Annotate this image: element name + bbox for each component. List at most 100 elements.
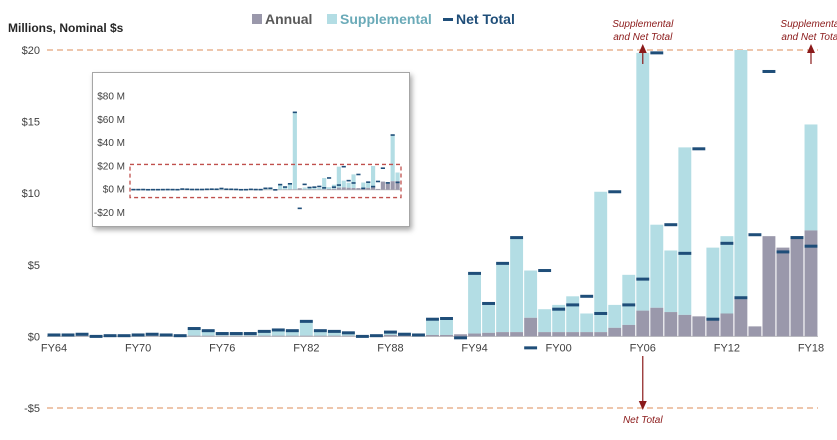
inset-bar-supplemental <box>341 180 346 188</box>
net-total-marker <box>538 269 552 273</box>
bar-annual <box>327 335 341 337</box>
inset-y-tick-label: $80 M <box>97 92 125 103</box>
inset-bar-supplemental <box>302 187 307 190</box>
bar-supplemental <box>664 250 678 313</box>
inset-net-total-marker <box>341 165 346 168</box>
inset-net-total-marker <box>155 188 160 191</box>
net-total-marker <box>398 332 411 336</box>
net-total-marker <box>103 334 117 338</box>
inset-bar-annual <box>327 189 332 190</box>
net-total-marker <box>341 331 355 335</box>
net-total-marker <box>285 329 299 333</box>
net-total-marker <box>468 271 482 275</box>
bar-annual <box>426 334 439 337</box>
inset-net-total-marker <box>395 181 400 184</box>
y-tick-label: -$5 <box>24 403 40 415</box>
inset-net-total-marker <box>327 177 332 179</box>
x-tick-label: FY88 <box>377 342 403 354</box>
inset-bar-supplemental <box>292 112 297 190</box>
x-tick-label: FY94 <box>461 342 487 354</box>
bar-annual <box>664 312 678 337</box>
bar-supplemental <box>468 273 482 334</box>
inset-net-total-marker <box>287 182 293 185</box>
net-total-marker <box>355 334 369 338</box>
bar-annual <box>243 335 257 337</box>
bar-supplemental <box>257 330 271 336</box>
annotation-arrowhead <box>806 44 815 53</box>
net-total-marker <box>440 317 453 320</box>
net-total-marker <box>580 294 594 298</box>
inset-net-total-marker <box>302 183 307 186</box>
net-total-marker <box>622 303 636 307</box>
net-total-marker <box>215 332 229 336</box>
bar-annual <box>552 332 566 337</box>
bar-annual <box>608 327 622 337</box>
inset-y-tick-label: $0 M <box>103 185 125 196</box>
inset-net-total-marker <box>253 188 258 191</box>
bar-annual <box>580 332 594 337</box>
inset-bar-supplemental <box>287 183 293 190</box>
inset-bar-annual <box>331 188 337 190</box>
net-total-marker <box>369 334 383 338</box>
bar-supplemental <box>580 313 594 333</box>
net-total-marker <box>75 332 89 336</box>
bar-supplemental <box>285 329 299 336</box>
net-total-marker <box>636 277 650 281</box>
bar-supplemental <box>327 330 341 336</box>
inset-net-total-marker <box>194 188 200 191</box>
annotation-label: and Net Total <box>781 32 837 43</box>
bar-annual <box>692 316 706 337</box>
inset-bar-annual <box>351 187 356 190</box>
annotation-arrowhead <box>638 44 647 53</box>
legend-label: Annual <box>265 11 312 27</box>
annotation-label: Supplemental <box>780 19 837 30</box>
bar-supplemental <box>496 263 510 333</box>
inset-net-total-marker <box>380 167 385 169</box>
inset-bar-supplemental <box>395 172 400 182</box>
net-total-marker <box>594 311 608 315</box>
bar-supplemental <box>187 327 201 336</box>
inset-bar-annual <box>297 188 302 190</box>
inset-net-total-marker <box>268 187 273 190</box>
inset-bar-annual <box>346 187 351 190</box>
inset-net-total-marker <box>317 185 322 188</box>
bar-annual <box>313 335 327 337</box>
bar-supplemental <box>552 304 566 333</box>
inset-net-total-marker <box>199 188 204 191</box>
x-tick-label: FY64 <box>41 342 67 354</box>
net-total-marker <box>243 332 257 336</box>
inset-y-tick-label: $20 M <box>97 161 125 172</box>
x-tick-label: FY06 <box>630 342 656 354</box>
bar-annual <box>440 334 453 337</box>
bar-supplemental <box>650 224 664 308</box>
inset-bar-annual <box>371 186 376 190</box>
net-total-marker <box>131 333 145 337</box>
bar-annual <box>468 333 482 337</box>
inset-bar-supplemental <box>327 187 332 190</box>
inset-bar-supplemental <box>361 182 366 189</box>
bar-supplemental <box>720 236 734 314</box>
bar-annual <box>187 335 201 337</box>
x-tick-label: FY12 <box>714 342 740 354</box>
net-total-marker <box>47 333 61 337</box>
bar-annual <box>636 310 650 337</box>
net-total-marker <box>145 332 159 336</box>
bar-annual <box>215 335 229 337</box>
net-total-marker <box>650 51 664 55</box>
inset-net-total-marker <box>214 188 219 191</box>
net-total-marker <box>173 334 187 338</box>
inset-bar-supplemental <box>282 186 288 190</box>
net-total-marker <box>299 319 313 323</box>
net-total-marker <box>552 307 566 311</box>
net-total-marker <box>706 317 720 321</box>
inset-bar-annual <box>380 181 385 190</box>
inset-net-total-marker <box>190 188 195 191</box>
net-total-marker <box>271 328 285 332</box>
inset-net-total-marker <box>234 188 239 191</box>
bar-supplemental <box>566 296 580 333</box>
x-tick-label: FY18 <box>798 342 824 354</box>
bar-supplemental <box>636 52 650 311</box>
y-tick-label: $20 <box>22 45 40 57</box>
bar-annual <box>383 334 397 337</box>
inset-net-total-marker <box>371 185 376 188</box>
